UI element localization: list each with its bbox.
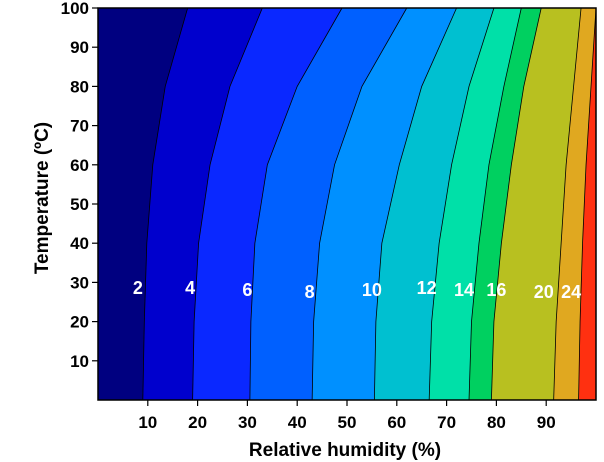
contour-label-8: 8 [305, 282, 315, 302]
contour-band-5 [374, 8, 494, 400]
x-tick-label: 10 [138, 413, 157, 432]
contour-band-7 [469, 8, 542, 400]
contour-band-1 [142, 8, 263, 400]
y-tick-label: 90 [70, 38, 89, 57]
contour-line-6 [249, 7, 343, 401]
contour-label-6: 6 [242, 280, 252, 300]
contour-line-20 [553, 7, 582, 401]
contour-fills [98, 8, 596, 400]
contour-label-4: 4 [185, 278, 195, 298]
y-tick-label: 50 [70, 195, 89, 214]
contour-line-2 [142, 7, 189, 401]
y-tick-label: 80 [70, 77, 89, 96]
contour-line-4 [192, 7, 263, 401]
x-tick-label: 30 [238, 413, 257, 432]
y-tick-label: 60 [70, 156, 89, 175]
y-tick-label: 30 [70, 273, 89, 292]
y-tick-label: 70 [70, 117, 89, 136]
y-axis-ticks: 10 20 30 40 50 60 70 80 90 100 [61, 0, 98, 371]
x-tick-label: 80 [487, 413, 506, 432]
x-axis-title: Relative humidity (%) [249, 440, 441, 461]
contour-label-10: 10 [362, 280, 382, 300]
contour-band-6 [429, 8, 522, 400]
contour-label-16: 16 [486, 280, 506, 300]
contour-line-24 [578, 7, 597, 401]
x-tick-label: 90 [537, 413, 556, 432]
x-tick-label: 70 [437, 413, 456, 432]
contour-band-10 [578, 8, 596, 400]
contour-line-16 [491, 7, 542, 401]
contour-band-9 [553, 8, 596, 400]
contour-line-10 [373, 7, 457, 401]
contour-band-8 [491, 8, 582, 400]
y-tick-label: 10 [70, 352, 89, 371]
x-tick-label: 40 [288, 413, 307, 432]
contour-label-12: 12 [417, 278, 437, 298]
x-tick-label: 60 [387, 413, 406, 432]
contour-line-12 [428, 7, 495, 401]
x-tick-label: 50 [338, 413, 357, 432]
contour-band-0 [98, 8, 188, 400]
x-tick-label: 20 [188, 413, 207, 432]
y-tick-label: 100 [61, 0, 89, 18]
contour-band-4 [312, 8, 457, 400]
contour-label-2: 2 [133, 278, 143, 298]
y-axis-title: Temperature (ºC) [32, 122, 53, 274]
contour-label-24: 24 [561, 282, 581, 302]
contour-label-20: 20 [534, 282, 554, 302]
y-tick-label: 20 [70, 313, 89, 332]
contour-label-14: 14 [454, 280, 474, 300]
y-tick-label: 40 [70, 234, 89, 253]
contour-band-2 [192, 8, 343, 400]
contour-band-3 [249, 8, 407, 400]
x-axis-ticks: 10 20 30 40 50 60 70 80 90 [138, 400, 556, 432]
contour-labels: 2 4 6 8 10 12 14 16 20 24 [133, 278, 581, 302]
contour-lines [142, 7, 597, 401]
contour-line-8 [311, 7, 408, 401]
contour-line-14 [468, 7, 522, 401]
